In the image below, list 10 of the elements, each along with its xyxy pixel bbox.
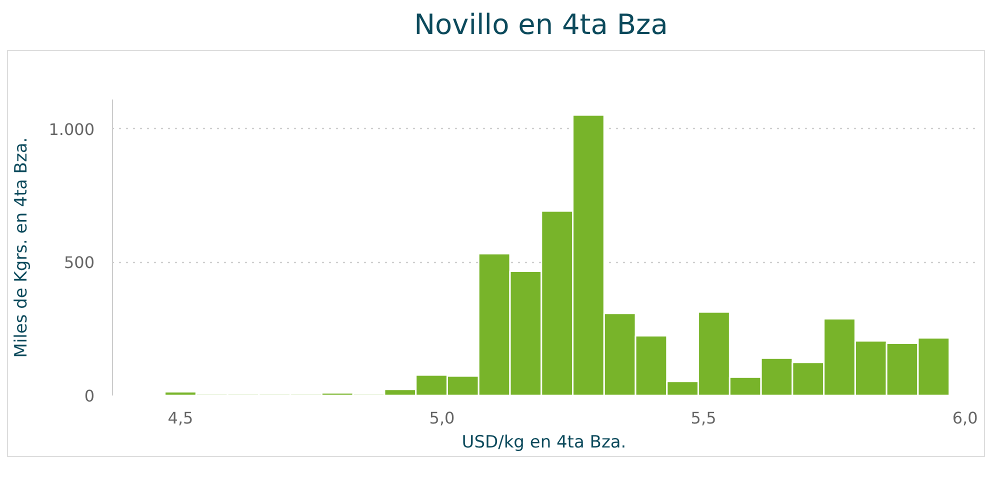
x-tick-label: 5,5 bbox=[690, 408, 716, 428]
y-tick-label: 1.000 bbox=[48, 120, 95, 139]
x-tick-label: 4,5 bbox=[168, 408, 194, 428]
x-tick-label: 6,0 bbox=[952, 408, 978, 428]
y-axis-title: Miles de Kgrs. en 4ta Bza. bbox=[12, 137, 32, 358]
y-tick-label: 0 bbox=[84, 386, 95, 406]
x-axis-title: USD/kg en 4ta Bza. bbox=[462, 432, 626, 452]
y-tick-label: 500 bbox=[64, 253, 95, 272]
chart-title: Novillo en 4ta Bza bbox=[414, 7, 668, 43]
x-tick-label: 5,0 bbox=[429, 408, 455, 428]
